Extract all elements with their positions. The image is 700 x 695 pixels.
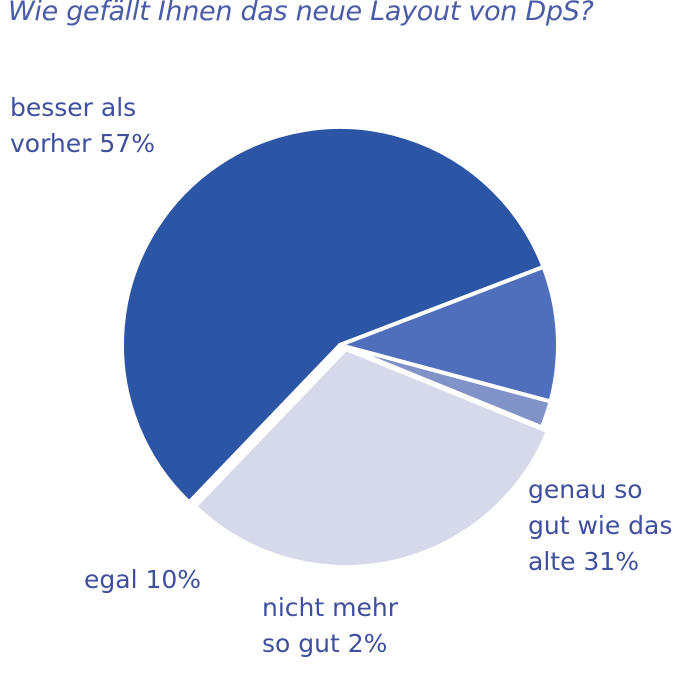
pie-slice-genau-so-gut-wie-das-alte xyxy=(193,347,550,569)
pie-slice-besser-als-vorher xyxy=(120,125,546,505)
label-nicht-mehr-so-gut: nicht mehr so gut 2% xyxy=(262,593,398,658)
pie-slice-egal xyxy=(338,264,560,404)
label-genau-so-gut: genau so gut wie das alte 31% xyxy=(528,475,673,576)
chart-title: Wie gefällt Ihnen das neue Layout von Dp… xyxy=(8,0,594,27)
label-egal: egal 10% xyxy=(84,565,202,594)
label-besser-als-vorher: besser als vorher 57% xyxy=(10,93,155,158)
